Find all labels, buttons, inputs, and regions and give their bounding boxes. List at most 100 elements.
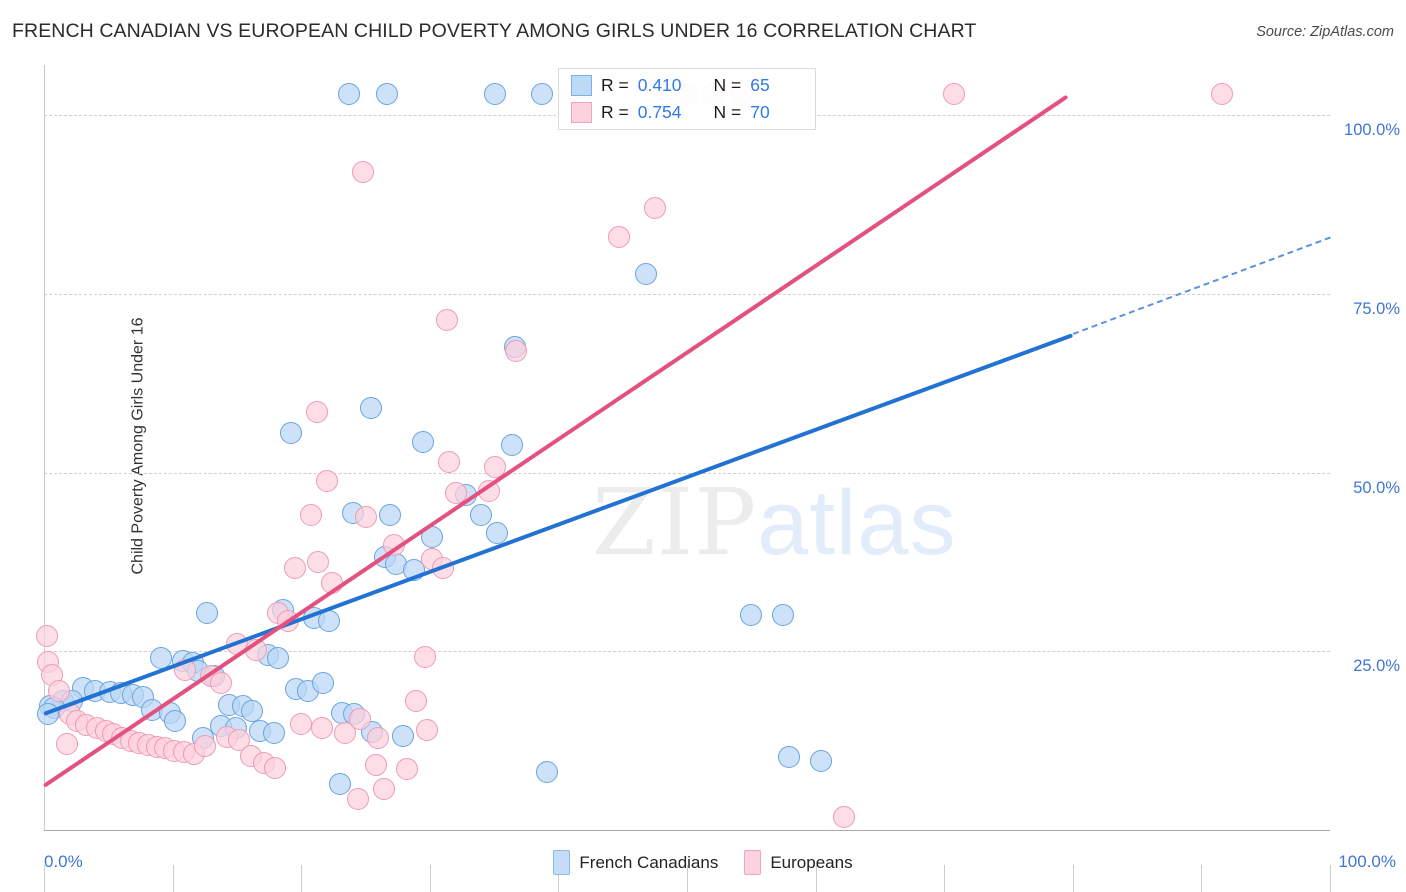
x-tick-80: [1072, 865, 1074, 892]
trendline: [43, 333, 1074, 716]
series-swatch-europeans: [744, 850, 762, 875]
x-tick-90: [1201, 865, 1203, 892]
scatter-point: [164, 710, 187, 733]
x-tick-70: [944, 865, 946, 892]
scatter-point: [376, 82, 399, 105]
plot-area: ZIPatlas: [35, 65, 1331, 892]
scatter-point: [634, 262, 657, 285]
scatter-point: [315, 470, 338, 493]
x-tick-0: [44, 865, 45, 892]
scatter-point: [48, 679, 71, 702]
source-attribution: Source: ZipAtlas.com: [1256, 24, 1394, 40]
scatter-point: [484, 82, 507, 105]
scatter-point: [351, 160, 374, 183]
series-label-europeans: Europeans: [770, 852, 853, 872]
scatter-point: [359, 397, 382, 420]
scatter-point: [283, 557, 306, 580]
gridline-75: [44, 293, 1330, 295]
scatter-point: [210, 671, 233, 694]
x-axis-max-label: 100.0%: [1338, 852, 1396, 871]
scatter-point: [305, 400, 328, 423]
scatter-point: [290, 713, 313, 736]
trendline: [1072, 236, 1331, 336]
x-tick-10: [172, 865, 174, 892]
watermark-zip: ZIP: [592, 469, 758, 576]
legend-row-europeans: R = 0.754 N = 70: [571, 102, 770, 123]
series-legend-item-french-canadians[interactable]: French Canadians: [553, 850, 718, 875]
scatter-point: [643, 196, 666, 219]
legend-r-label-fc: R =: [601, 75, 629, 95]
scatter-point: [777, 746, 800, 769]
scatter-point: [470, 503, 493, 526]
legend-n-label-fc: N =: [713, 75, 742, 95]
scatter-point: [378, 504, 401, 527]
y-axis-label-50: 50.0%: [1353, 478, 1400, 497]
legend-r-value-eu: 0.754: [637, 102, 682, 122]
gridline-25: [44, 651, 1330, 653]
legend-n-value-fc: 65: [750, 75, 770, 95]
scatter-point: [772, 603, 795, 626]
scatter-point: [354, 505, 377, 528]
scatter-point: [310, 717, 333, 740]
scatter-point: [241, 700, 264, 723]
scatter-point: [416, 718, 439, 741]
scatter-point: [333, 721, 356, 744]
scatter-point: [391, 724, 414, 747]
scatter-point: [832, 806, 855, 829]
scatter-point: [740, 603, 763, 626]
legend-n-value-eu: 70: [750, 102, 770, 122]
series-legend: French Canadians Europeans: [0, 850, 1406, 875]
zipatlas-watermark: ZIPatlas: [592, 469, 957, 576]
scatter-point: [300, 504, 323, 527]
scatter-point: [196, 601, 219, 624]
x-axis-min-label: 0.0%: [44, 852, 83, 871]
scatter-point: [404, 690, 427, 713]
x-axis-line: [44, 830, 1330, 831]
scatter-point: [484, 455, 507, 478]
y-axis-label-100: 100.0%: [1344, 121, 1400, 140]
scatter-point: [279, 422, 302, 445]
scatter-point: [337, 82, 360, 105]
scatter-point: [349, 708, 372, 731]
scatter-point: [267, 647, 290, 670]
scatter-point: [312, 671, 335, 694]
series-legend-item-europeans[interactable]: Europeans: [744, 850, 853, 875]
x-tick-60: [815, 865, 817, 892]
legend-swatch-europeans: [571, 102, 592, 123]
scatter-point: [412, 431, 435, 454]
scatter-point: [367, 727, 390, 750]
y-axis-label-75: 75.0%: [1353, 299, 1400, 318]
scatter-point: [607, 225, 630, 248]
trendline: [42, 93, 1069, 788]
scatter-point: [535, 761, 558, 784]
scatter-point: [193, 734, 216, 757]
legend-swatch-french-canadians: [571, 75, 592, 96]
scatter-point: [413, 645, 436, 668]
scatter-point: [264, 756, 287, 779]
scatter-point: [444, 481, 467, 504]
y-axis-label-25: 25.0%: [1353, 657, 1400, 676]
page-title: FRENCH CANADIAN VS EUROPEAN CHILD POVERT…: [12, 20, 977, 42]
legend-r-value-fc: 0.410: [637, 75, 682, 95]
series-swatch-french-canadians: [553, 850, 571, 875]
scatter-point: [372, 778, 395, 801]
x-tick-40: [558, 865, 560, 892]
gridline-50: [44, 472, 1330, 474]
correlation-legend: R = 0.410 N = 65 R = 0.754 N = 70: [558, 68, 816, 130]
scatter-point: [501, 434, 524, 457]
x-tick-100: [1330, 865, 1331, 892]
scatter-point: [504, 339, 527, 362]
legend-n-label-eu: N =: [713, 102, 742, 122]
series-label-french-canadians: French Canadians: [579, 852, 719, 872]
legend-row-french-canadians: R = 0.410 N = 65: [571, 75, 770, 96]
x-tick-20: [301, 865, 303, 892]
scatter-point: [1210, 82, 1233, 105]
x-tick-50: [687, 865, 688, 892]
scatter-point: [346, 788, 369, 811]
scatter-point: [306, 550, 329, 573]
watermark-atlas: atlas: [757, 472, 957, 574]
legend-r-label-eu: R =: [601, 102, 629, 122]
scatter-point: [943, 82, 966, 105]
scatter-point: [263, 722, 286, 745]
